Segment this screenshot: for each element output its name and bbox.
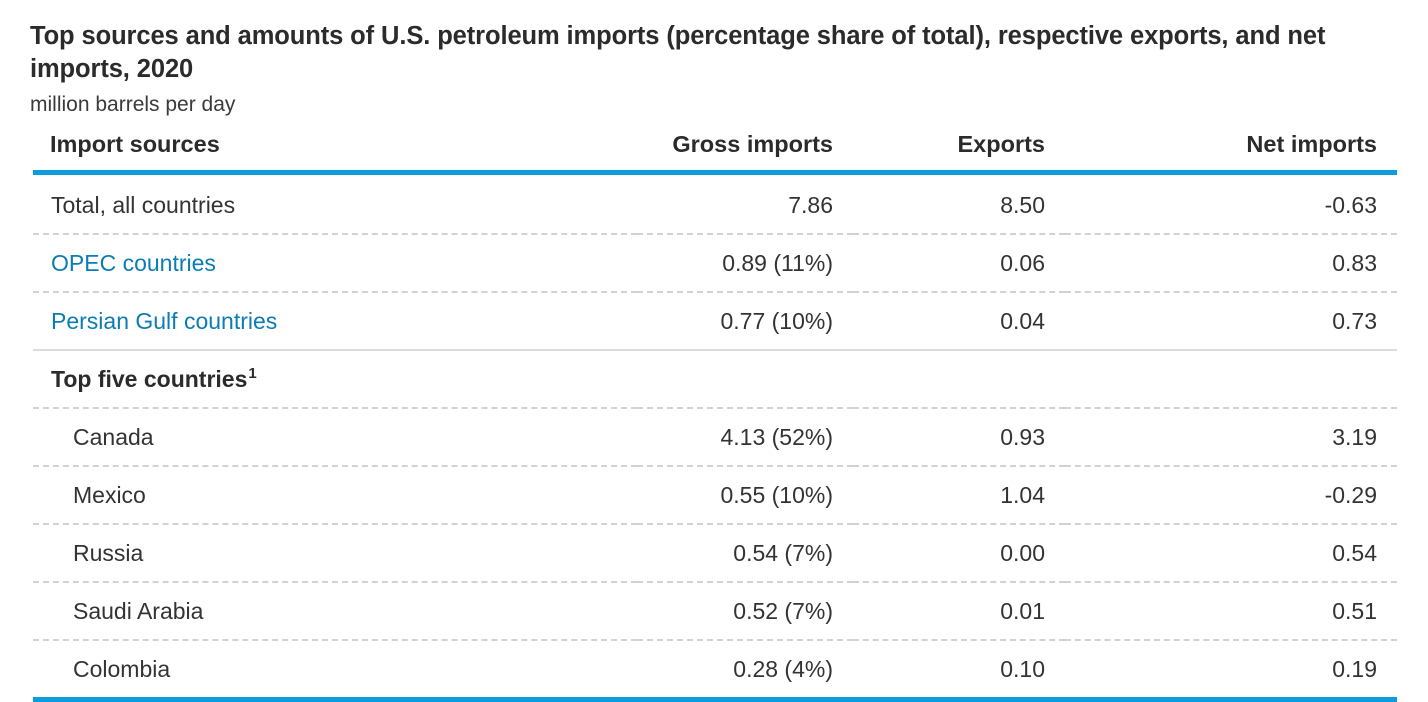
table-body: Total, all countries 7.86 8.50 -0.63 OPE…	[33, 172, 1397, 702]
row-label-persian-gulf-countries: Persian Gulf countries	[33, 292, 637, 352]
cell-net-imports: 3.19	[1065, 408, 1397, 468]
row-label-opec-countries: OPEC countries	[33, 234, 637, 294]
table-header-row: Import sources Gross imports Exports Net…	[33, 131, 1397, 173]
cell-exports	[853, 350, 1065, 410]
table-row: Canada 4.13 (52%) 0.93 3.19	[33, 408, 1397, 468]
cell-net-imports: 0.83	[1065, 234, 1397, 294]
cell-net-imports	[1065, 350, 1397, 410]
cell-gross-imports: 0.54 (7%)	[637, 524, 853, 584]
link-opec-countries[interactable]: OPEC countries	[51, 249, 216, 276]
cell-exports: 0.00	[853, 524, 1065, 584]
row-label-russia: Russia	[33, 524, 637, 584]
cell-exports: 0.01	[853, 582, 1065, 642]
cell-gross-imports: 0.77 (10%)	[637, 292, 853, 352]
table-header: Import sources Gross imports Exports Net…	[33, 131, 1397, 173]
table-row: Colombia 0.28 (4%) 0.10 0.19	[33, 640, 1397, 702]
column-header-exports: Exports	[957, 131, 1046, 158]
cell-exports: 0.10	[853, 640, 1065, 702]
cell-net-imports: -0.29	[1065, 466, 1397, 526]
cell-gross-imports: 0.55 (10%)	[637, 466, 853, 526]
table-row: Mexico 0.55 (10%) 1.04 -0.29	[33, 466, 1397, 526]
cell-exports: 0.93	[853, 408, 1065, 468]
cell-gross-imports: 0.28 (4%)	[637, 640, 853, 702]
cell-gross-imports: 0.89 (11%)	[637, 234, 853, 294]
cell-net-imports: 0.19	[1065, 640, 1397, 702]
row-label-top-five-countries: Top five countries1	[33, 350, 637, 410]
page-subtitle: million barrels per day	[30, 93, 236, 117]
cell-net-imports: 0.73	[1065, 292, 1397, 352]
cell-gross-imports: 0.52 (7%)	[637, 582, 853, 642]
cell-gross-imports: 7.86	[637, 172, 853, 236]
column-header-import-sources: Import sources	[50, 131, 220, 158]
cell-net-imports: 0.51	[1065, 582, 1397, 642]
cell-gross-imports	[637, 350, 853, 410]
table-row: OPEC countries 0.89 (11%) 0.06 0.83	[33, 234, 1397, 294]
table-row: Saudi Arabia 0.52 (7%) 0.01 0.51	[33, 582, 1397, 642]
row-label-colombia: Colombia	[33, 640, 637, 702]
petroleum-imports-table: Import sources Gross imports Exports Net…	[33, 131, 1397, 702]
cell-exports: 0.06	[853, 234, 1065, 294]
title-block: Top sources and amounts of U.S. petroleu…	[0, 0, 1428, 117]
table-row: Russia 0.54 (7%) 0.00 0.54	[33, 524, 1397, 584]
cell-net-imports: -0.63	[1065, 172, 1397, 236]
row-label-canada: Canada	[33, 408, 637, 468]
column-header-net-imports: Net imports	[1246, 131, 1377, 158]
group-heading-label: Top five countries	[51, 365, 248, 392]
cell-exports: 8.50	[853, 172, 1065, 236]
table-row: Total, all countries 7.86 8.50 -0.63	[33, 172, 1397, 236]
column-header-gross-imports: Gross imports	[672, 131, 833, 158]
table-group-heading-row: Top five countries1	[33, 350, 1397, 410]
link-persian-gulf-countries[interactable]: Persian Gulf countries	[51, 307, 278, 334]
footnote-marker: 1	[248, 365, 257, 383]
page-title: Top sources and amounts of U.S. petroleu…	[30, 22, 1326, 83]
row-label-mexico: Mexico	[33, 466, 637, 526]
table-row: Persian Gulf countries 0.77 (10%) 0.04 0…	[33, 292, 1397, 352]
row-label-total-all-countries: Total, all countries	[33, 172, 637, 236]
table-container: Import sources Gross imports Exports Net…	[33, 131, 1397, 702]
cell-net-imports: 0.54	[1065, 524, 1397, 584]
cell-exports: 1.04	[853, 466, 1065, 526]
cell-exports: 0.04	[853, 292, 1065, 352]
row-label-saudi-arabia: Saudi Arabia	[33, 582, 637, 642]
cell-gross-imports: 4.13 (52%)	[637, 408, 853, 468]
